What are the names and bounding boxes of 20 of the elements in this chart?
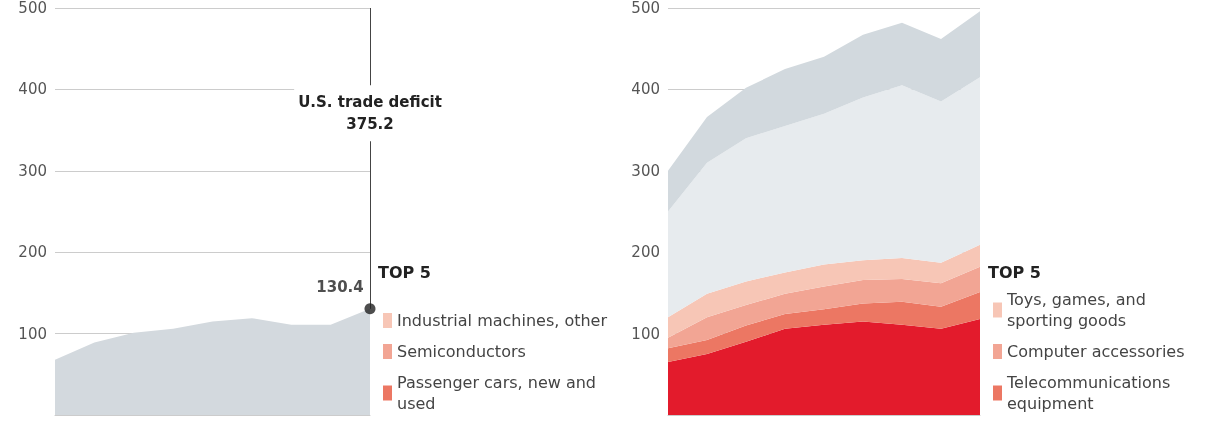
data-label: 130.4: [316, 277, 364, 296]
y-tick-label: 200: [18, 243, 47, 262]
y-tick-label: 300: [631, 161, 660, 180]
legend-title: TOP 5: [988, 262, 1041, 282]
y-tick-label: 500: [18, 0, 47, 17]
annotation: U.S. trade deficit 375.2: [298, 93, 442, 134]
legend-label: Computer accessories: [1007, 342, 1185, 361]
legend-label: Industrial machines, other: [397, 311, 608, 330]
y-tick-label: 200: [631, 243, 660, 262]
y-tick-label: 400: [631, 80, 660, 99]
legend-label: Telecommunications equipment: [1006, 373, 1176, 413]
legend-title: TOP 5: [378, 262, 431, 282]
legend-label: Toys, games, and sporting goods: [1006, 290, 1151, 330]
y-tick-label: 400: [18, 80, 47, 99]
legend-label: Semiconductors: [397, 342, 526, 361]
legend-label: Passenger cars, new and used: [397, 373, 602, 413]
y-tick-label: 100: [631, 324, 660, 343]
y-tick-label: 500: [631, 0, 660, 17]
y-tick-label: 100: [18, 324, 47, 343]
y-tick-label: 300: [18, 161, 47, 180]
